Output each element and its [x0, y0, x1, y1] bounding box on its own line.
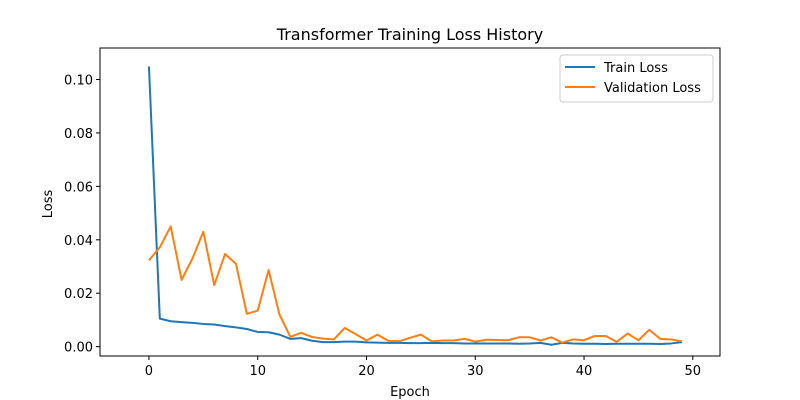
x-tick-label: 30	[467, 364, 484, 379]
y-tick-label: 0.10	[64, 74, 93, 89]
series-line-validation-loss	[148, 225, 683, 344]
legend-label-train-loss: Train Loss	[603, 61, 668, 76]
x-axis-label: Epoch	[390, 385, 430, 400]
y-tick-label: 0.02	[64, 287, 93, 302]
legend-box	[559, 54, 714, 103]
y-tick-label: 0.00	[64, 341, 93, 356]
x-tick-label: 20	[358, 364, 375, 379]
plot-frame	[99, 47, 721, 357]
x-tick-label: 40	[576, 364, 593, 379]
y-tick-label: 0.06	[64, 180, 93, 195]
y-axis-label: Loss	[41, 190, 56, 219]
x-tick-label: 10	[249, 364, 266, 379]
x-tick-label: 50	[685, 364, 702, 379]
y-tick-label: 0.04	[64, 234, 93, 249]
legend: Train Loss Validation Loss	[559, 54, 714, 103]
plot-area: 0 10 20 30 40 50 0.00 0.02 0.04 0.06 0.08 0.10	[64, 66, 701, 379]
chart-title: Transformer Training Loss History	[276, 25, 543, 44]
series-line-train-loss	[147, 66, 683, 346]
x-tick-label: 0	[145, 364, 153, 379]
y-tick-label: 0.08	[64, 127, 93, 142]
legend-label-validation-loss: Validation Loss	[604, 81, 701, 96]
